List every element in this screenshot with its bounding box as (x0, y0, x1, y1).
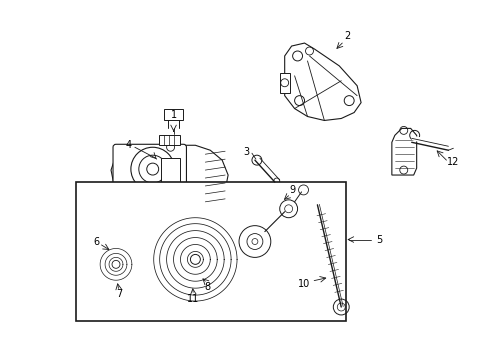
Text: 3: 3 (243, 147, 248, 157)
Text: 7: 7 (116, 289, 122, 299)
Bar (163, 109, 183, 121)
Text: 8: 8 (204, 282, 210, 292)
Text: 10: 10 (298, 279, 310, 289)
Text: 4: 4 (125, 140, 132, 150)
Text: 2: 2 (344, 31, 349, 41)
Polygon shape (391, 129, 416, 175)
Text: 12: 12 (446, 157, 459, 167)
Bar (158, 135, 180, 145)
Text: 11: 11 (187, 294, 199, 304)
Text: 9: 9 (289, 185, 295, 195)
Bar (161, 158, 180, 188)
Polygon shape (111, 145, 228, 208)
Polygon shape (139, 202, 158, 208)
Polygon shape (284, 43, 360, 121)
FancyBboxPatch shape (113, 144, 186, 195)
Bar (76, 182, 346, 321)
Text: 5: 5 (375, 234, 381, 244)
Text: 1: 1 (170, 109, 176, 120)
Bar (279, 73, 289, 93)
Text: 6: 6 (93, 237, 99, 247)
